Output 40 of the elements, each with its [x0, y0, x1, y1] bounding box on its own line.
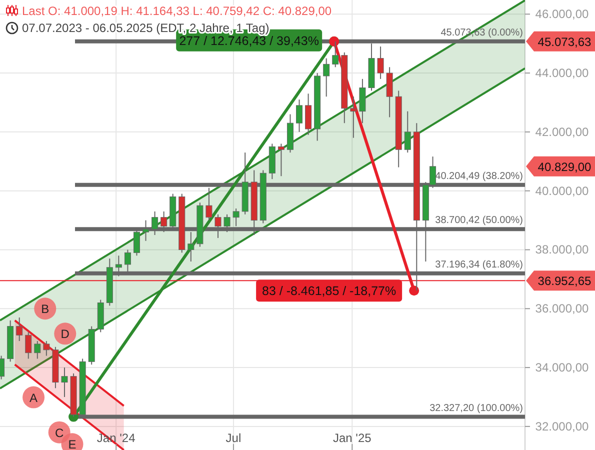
y-tick-label: 46.000,00 [535, 7, 590, 22]
y-tick-label: 36.000,00 [535, 302, 590, 316]
ref-line-label: 38.700,42 (50.00%) [435, 215, 523, 226]
candlestick [61, 367, 68, 398]
y-tick-label: 38.000,00 [535, 242, 590, 257]
annotation: B [41, 302, 50, 316]
x-tick-label: Jan '25 [332, 431, 372, 445]
annotation: D [60, 327, 70, 342]
candlestick [359, 78, 366, 124]
candlestick [296, 99, 303, 132]
point [409, 286, 420, 296]
chart-title: Last O: 41.000,19 H: 41.164,33 L: 40.759,42 C: 40.829,00 [22, 4, 332, 18]
x-tick-label: Jul [226, 431, 242, 445]
candlestick [350, 96, 357, 138]
candlestick [305, 93, 312, 136]
ref-line-label: 37.196,34 (61.80%) [435, 259, 523, 270]
candlestick [34, 340, 41, 360]
y-tick-label: 42.000,00 [535, 124, 590, 139]
y-tick-label: 34.000,00 [535, 360, 590, 375]
y-tick-label: 32.000,00 [535, 419, 590, 434]
candlestick [25, 332, 32, 360]
annotation: 83 / -8.461,85 / -18,77% [262, 284, 396, 298]
annotation: 277 / 12.746,43 / 39,43% [179, 34, 319, 48]
annotation: C [55, 426, 64, 440]
y-tick-label: 44.000,00 [535, 66, 590, 80]
candlestick [278, 143, 284, 177]
candlestick [323, 58, 330, 98]
candlestick [386, 66, 393, 118]
y2-tick-label: 45.073,63 [538, 34, 592, 49]
candlestick [16, 316, 23, 342]
y2-tick-label: 40.829,00 [538, 160, 592, 174]
annotation: A [30, 390, 38, 405]
candlestick [404, 110, 411, 154]
ref-line-label: 40.204,49 (38.20%) [435, 170, 523, 182]
y-tick-label: 40.000,00 [535, 184, 590, 198]
y2-tick-label: 36.952,65 [538, 274, 592, 288]
annotation: E [68, 438, 76, 450]
ref-line-label: 32.327,20 (100.00%) [430, 402, 523, 414]
candlestick [377, 46, 384, 80]
candlestick [43, 340, 50, 356]
